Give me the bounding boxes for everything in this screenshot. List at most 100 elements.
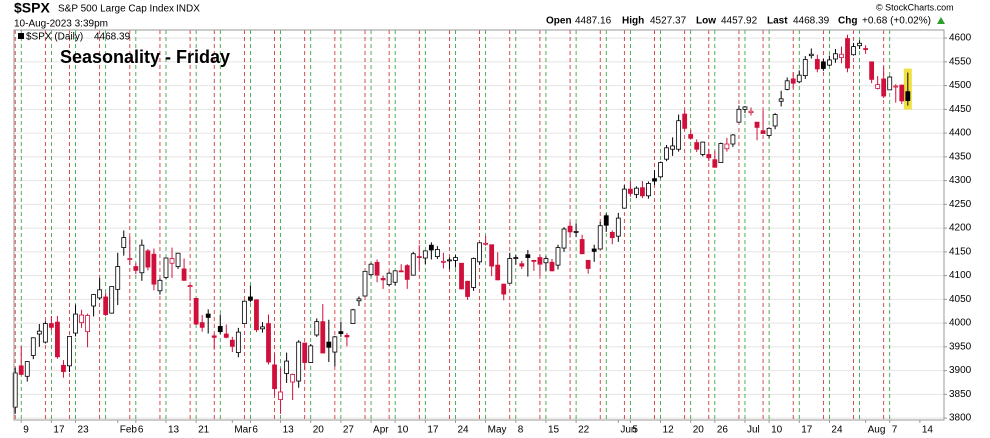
candle-body xyxy=(217,326,223,333)
candle-body xyxy=(525,254,531,258)
candle-body xyxy=(398,270,404,273)
candle-body xyxy=(899,84,905,102)
candle-body xyxy=(103,296,109,315)
candle-body xyxy=(845,38,850,69)
y-tick-label: 4500 xyxy=(949,80,972,91)
candle-body xyxy=(441,260,446,263)
quote-label: Chg xyxy=(838,16,857,27)
quote-value: 4468.39 xyxy=(793,16,830,27)
candle-body xyxy=(344,335,350,338)
candle-body xyxy=(784,80,790,90)
candle-body xyxy=(875,84,881,89)
x-tick-label: 12 xyxy=(663,425,675,436)
legend-label: $SPX (Daily) xyxy=(26,32,83,43)
x-tick-label: 13 xyxy=(283,425,295,436)
candle-body xyxy=(338,331,344,334)
candle-body xyxy=(591,248,597,252)
quote-label: Low xyxy=(696,16,716,27)
y-tick-label: 4450 xyxy=(949,104,972,115)
x-tick-label: 10 xyxy=(397,425,409,436)
quote-value: 4527.37 xyxy=(650,16,687,27)
x-tick-label: 5 xyxy=(632,425,638,436)
x-tick-label: 10 xyxy=(771,425,783,436)
candle-body xyxy=(742,106,748,110)
candle-body xyxy=(748,110,754,114)
candle-body xyxy=(857,42,862,47)
candle-body xyxy=(145,250,151,268)
candle-body xyxy=(266,323,271,363)
candle-body xyxy=(121,237,127,248)
candle-body xyxy=(869,61,875,80)
candle-body xyxy=(772,114,778,127)
y-tick-label: 4100 xyxy=(949,270,972,281)
y-tick-label: 4050 xyxy=(949,294,972,305)
x-tick-label: Aug xyxy=(868,425,886,436)
x-tick-label: 6 xyxy=(138,425,144,436)
y-tick-label: 4400 xyxy=(949,128,972,139)
candle-body xyxy=(634,187,639,195)
candle-body xyxy=(887,76,893,91)
y-tick-label: 4250 xyxy=(949,199,972,210)
x-tick-label: 23 xyxy=(78,425,90,436)
candle-body xyxy=(670,145,675,150)
x-tick-label: 17 xyxy=(427,425,439,436)
change-value: +0.68 (+0.02%) xyxy=(862,16,931,27)
candle-body xyxy=(621,188,627,209)
candle-body xyxy=(416,256,422,258)
candle-body xyxy=(133,266,139,271)
x-tick-label: 20 xyxy=(313,425,325,436)
candle-body xyxy=(609,231,615,238)
plot-border xyxy=(13,29,945,421)
candle-body xyxy=(139,244,145,274)
candle-body xyxy=(718,143,724,163)
candle-body xyxy=(272,364,277,390)
quote-value: 4457.92 xyxy=(721,16,758,27)
candle-body xyxy=(573,231,579,233)
candle-body xyxy=(302,342,308,363)
quote-label: High xyxy=(622,16,644,27)
candle-body xyxy=(513,257,519,259)
candle-body xyxy=(501,283,507,295)
x-tick-label: 17 xyxy=(53,425,65,436)
candle-body xyxy=(881,78,887,97)
x-tick-label: Jun xyxy=(620,425,636,436)
candle-body xyxy=(724,143,730,150)
candle-body xyxy=(181,268,187,281)
y-tick-label: 4000 xyxy=(949,318,972,329)
candle-body xyxy=(127,258,133,260)
y-tick-label: 3950 xyxy=(949,341,972,352)
candle-body xyxy=(839,53,844,58)
candle-body xyxy=(404,265,410,280)
candle-body xyxy=(495,264,501,281)
candle-body xyxy=(85,315,90,333)
candle-body xyxy=(585,259,591,269)
candle-body xyxy=(151,253,157,285)
candle-body xyxy=(380,278,386,281)
candle-body xyxy=(296,341,302,382)
candle-body xyxy=(712,159,718,168)
candle-body xyxy=(422,250,428,259)
candle-body xyxy=(447,259,452,262)
x-tick-label: 13 xyxy=(168,425,180,436)
x-tick-label: 21 xyxy=(198,425,210,436)
y-tick-label: 4200 xyxy=(949,223,972,234)
candle-body xyxy=(97,289,103,299)
candle-body xyxy=(241,300,247,324)
candle-body xyxy=(531,259,537,262)
quote-label: Open xyxy=(546,16,572,27)
timestamp: 10-Aug-2023 3:39pm xyxy=(14,19,108,30)
candle-body xyxy=(664,147,669,160)
x-tick-label: 7 xyxy=(892,425,898,436)
candle-body xyxy=(169,258,175,264)
candle-body xyxy=(827,59,832,66)
candle-body xyxy=(814,59,820,70)
candle-body xyxy=(362,270,368,297)
candle-body xyxy=(211,335,217,338)
x-tick-label: Apr xyxy=(373,425,389,436)
y-tick-label: 3900 xyxy=(949,365,972,376)
x-tick-label: 24 xyxy=(457,425,469,436)
candle-body xyxy=(453,257,458,261)
candle-body xyxy=(567,225,573,233)
candle-body xyxy=(730,134,736,145)
candle-body xyxy=(507,258,513,284)
